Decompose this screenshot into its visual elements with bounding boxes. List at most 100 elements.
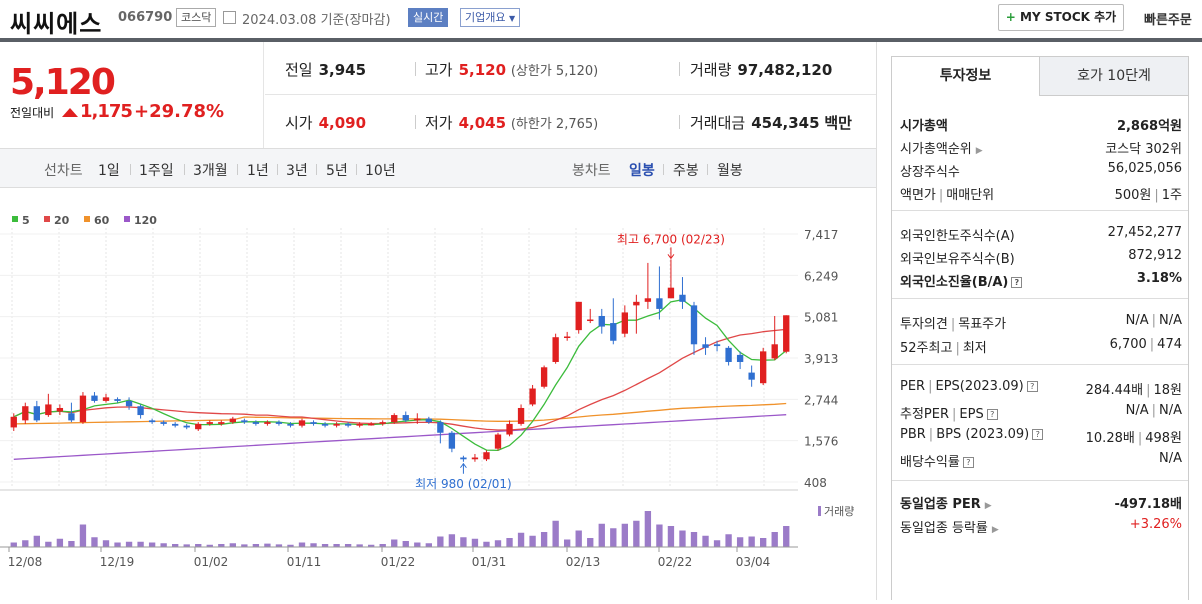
candle-body xyxy=(10,416,17,428)
realtime-button[interactable]: 실시간 xyxy=(408,8,449,27)
candle-daily[interactable]: 일봉 xyxy=(629,163,655,179)
date-value: 2024.03.08 xyxy=(242,13,317,28)
lower-limit: (하한가 2,765) xyxy=(510,117,599,132)
est-eps-value: N/A xyxy=(1159,403,1182,418)
volume-bar xyxy=(310,543,317,547)
candle-body xyxy=(91,395,98,401)
market-cap-rank-link[interactable]: 시가총액순위 ▶ xyxy=(900,138,983,157)
trading-amount: 거래대금 454,345 백만 xyxy=(690,112,852,133)
industry-per-value: -497.18배 xyxy=(1114,497,1182,512)
week52-low-value: 474 xyxy=(1157,337,1182,352)
help-icon[interactable]: ? xyxy=(1032,429,1044,440)
divider xyxy=(0,38,876,42)
candle-body xyxy=(679,294,686,302)
divider xyxy=(892,364,1188,365)
volume-bar xyxy=(344,544,352,547)
candle-body xyxy=(206,422,213,424)
tab-investment-info[interactable]: 투자정보 xyxy=(891,56,1040,96)
period-10y[interactable]: 10년 xyxy=(365,163,396,179)
industry-rate-link[interactable]: 동일업종 등락률 ▶ xyxy=(900,517,999,536)
foreign-ratio-label-text: 외국인소진율(B/A) xyxy=(900,275,1009,290)
stock-header: 씨씨에스 066790 코스닥 2024.03.08 기준(장마감) 실시간 기… xyxy=(0,0,1202,38)
candle-body xyxy=(702,344,709,348)
volume-bar xyxy=(760,538,767,547)
volume-bar xyxy=(22,540,29,547)
candle-body xyxy=(736,354,744,362)
volume-bar xyxy=(506,538,513,547)
separator: | xyxy=(950,317,956,332)
par-unit-value: 500원 | 1주 xyxy=(1115,184,1182,203)
separator xyxy=(237,164,238,175)
week52-label: 52주최고 | 최저 xyxy=(900,337,987,356)
candle-monthly[interactable]: 월봉 xyxy=(717,163,743,179)
line-chart-label: 선차트 xyxy=(44,163,83,179)
add-mystock-label: MY STOCK 추가 xyxy=(1020,10,1117,24)
legend-swatch xyxy=(124,216,130,222)
market-cap-label: 시가총액 xyxy=(900,119,948,134)
amount-unit: 백만 xyxy=(824,114,852,132)
per-row: PER | EPS(2023.09)? 284.44배 | 18원 xyxy=(900,376,1182,398)
candle-body xyxy=(483,452,490,460)
stats-row: 전일 3,945 고가 5,120 (상한가 5,120) 거래량 97,482,12… xyxy=(265,42,876,95)
plus-icon: + xyxy=(1005,10,1016,24)
week52-high-label: 52주최고 xyxy=(900,341,953,356)
dividend-value: N/A xyxy=(1159,451,1182,466)
candlestick-chart[interactable]: 7,417 6,249 5,081 3,913 2,744 1,576 408 5 20 60 12… xyxy=(0,188,876,600)
volume-bar xyxy=(368,544,375,547)
separator: | xyxy=(1146,383,1151,398)
candle-body xyxy=(471,457,479,460)
help-icon[interactable]: ? xyxy=(986,409,998,420)
low-arrow-head xyxy=(460,462,467,469)
industry-per-link[interactable]: 동일업종 PER ▶ xyxy=(900,493,992,512)
volume-bar xyxy=(667,526,675,547)
candle-weekly[interactable]: 주봉 xyxy=(673,163,699,179)
volume-bar xyxy=(633,520,640,547)
low-value: 4,045 xyxy=(458,114,507,132)
legend-label: 20 xyxy=(54,214,70,227)
period-1d[interactable]: 1일 xyxy=(98,163,120,179)
par-unit-label: 액면가 | 매매단위 xyxy=(900,184,994,203)
candle-chart-label: 봉차트 xyxy=(572,163,611,179)
open-value: 4,090 xyxy=(318,114,367,132)
help-icon[interactable]: ? xyxy=(1026,381,1038,392)
candle-body xyxy=(713,344,721,347)
separator: | xyxy=(952,407,957,422)
add-mystock-button[interactable]: + MY STOCK 추가 xyxy=(998,4,1124,31)
company-overview-button[interactable]: 기업개요 ▼ xyxy=(460,8,521,27)
low-price: 저가 4,045 (하한가 2,765) xyxy=(425,112,598,133)
shares-label: 상장주식수 xyxy=(900,165,960,180)
y-tick-label: 2,744 xyxy=(804,393,838,407)
per-label: PER xyxy=(900,379,926,394)
separator xyxy=(184,164,185,175)
opinion-target-label: 투자의견 | 목표주가 xyxy=(900,313,1006,332)
chart-canvas: 7,417 6,249 5,081 3,913 2,744 1,576 408 5 20 60 12… xyxy=(0,214,854,569)
volume-bar xyxy=(736,537,744,547)
volume-bar xyxy=(690,532,698,547)
x-tick-label: 03/04 xyxy=(736,555,771,569)
price-change: 1,175 xyxy=(62,101,133,122)
investment-info-panel: 투자정보 호가 10단계 시가총액 2,868억원 시가총액순위 ▶ 코스닥 302위… xyxy=(876,42,1202,600)
foreign-limit-label: 외국인한도주식수(A) xyxy=(900,229,1015,244)
low-annotation: 최저 980 (02/01) xyxy=(415,477,512,491)
period-3y[interactable]: 3년 xyxy=(286,163,308,179)
chevron-down-icon: ▼ xyxy=(508,14,516,23)
volume-value: 97,482,120 xyxy=(737,61,833,79)
help-icon[interactable]: ? xyxy=(1011,277,1023,288)
candle-body xyxy=(137,406,144,416)
quick-order-link[interactable]: 빠른주문 xyxy=(1144,13,1192,28)
period-1w[interactable]: 1주일 xyxy=(139,163,174,179)
candle-body xyxy=(195,423,202,430)
candle-body xyxy=(252,422,260,424)
period-3m[interactable]: 3개월 xyxy=(193,163,228,179)
candle-body xyxy=(241,420,248,423)
volume-bar xyxy=(494,540,502,547)
opinion-label: 투자의견 xyxy=(900,317,948,332)
est-per-label: 추정PER xyxy=(900,407,950,422)
period-1y[interactable]: 1년 xyxy=(247,163,269,179)
high-annotation: 최고 6,700 (02/23) xyxy=(617,232,725,246)
period-5y[interactable]: 5년 xyxy=(326,163,348,179)
help-icon[interactable]: ? xyxy=(962,457,974,468)
tab-order-book[interactable]: 호가 10단계 xyxy=(1040,56,1189,96)
candle-body xyxy=(460,457,467,460)
volume-bar xyxy=(379,544,386,547)
